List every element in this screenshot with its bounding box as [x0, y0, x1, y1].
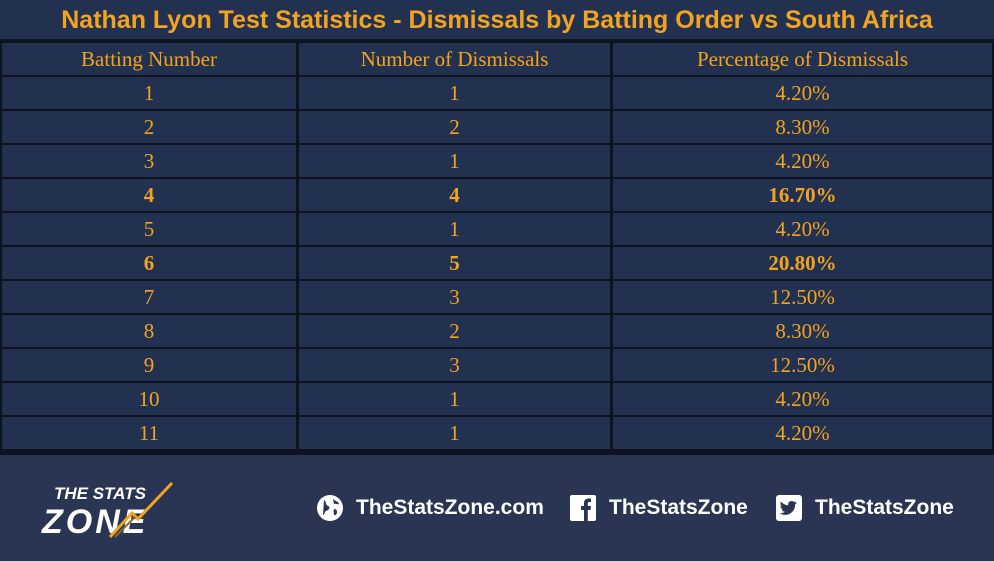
- cell-dismissals: 5: [299, 247, 610, 279]
- column-header-dismissals: Number of Dismissals: [299, 43, 610, 75]
- twitter-text: TheStatsZone: [815, 496, 954, 519]
- cell-percentage: 4.20%: [613, 145, 992, 177]
- table-row: 5 1 4.20%: [0, 213, 994, 245]
- cell-dismissals: 2: [299, 315, 610, 347]
- table-row: 6 5 20.80%: [0, 247, 994, 279]
- table-row: 4 4 16.70%: [0, 179, 994, 211]
- table-row: 2 2 8.30%: [0, 111, 994, 143]
- cell-dismissals: 3: [299, 349, 610, 381]
- table-row: 3 1 4.20%: [0, 145, 994, 177]
- website-link[interactable]: TheStatsZone.com: [316, 493, 544, 523]
- cell-dismissals: 2: [299, 111, 610, 143]
- cell-percentage: 20.80%: [613, 247, 992, 279]
- cell-batting-number: 7: [2, 281, 296, 313]
- column-header-percentage: Percentage of Dismissals: [613, 43, 992, 75]
- cell-dismissals: 1: [299, 77, 610, 109]
- header-row: Batting Number Number of Dismissals Percen…: [0, 43, 994, 75]
- chart-title: Nathan Lyon Test Statistics - Dismissals…: [0, 0, 994, 41]
- cell-batting-number: 11: [2, 417, 296, 449]
- table-row: 11 1 4.20%: [0, 417, 994, 449]
- cell-percentage: 16.70%: [613, 179, 992, 211]
- cell-percentage: 4.20%: [613, 213, 992, 245]
- cell-dismissals: 1: [299, 213, 610, 245]
- table-row: 8 2 8.30%: [0, 315, 994, 347]
- facebook-text: TheStatsZone: [609, 496, 748, 519]
- footer: THE STATS ZONE TheStatsZone.com TheStats…: [0, 455, 994, 561]
- logo-swoosh: [108, 481, 174, 539]
- website-text: TheStatsZone.com: [356, 496, 544, 519]
- cell-dismissals: 1: [299, 417, 610, 449]
- cell-percentage: 8.30%: [613, 315, 992, 347]
- twitter-icon: [776, 495, 802, 521]
- cell-percentage: 12.50%: [613, 349, 992, 381]
- column-header-batting-number: Batting Number: [2, 43, 296, 75]
- cell-batting-number: 5: [2, 213, 296, 245]
- cell-dismissals: 4: [299, 179, 610, 211]
- table-row: 9 3 12.50%: [0, 349, 994, 381]
- logo-text-bottom: ZONE: [41, 503, 148, 541]
- stats-table: Batting Number Number of Dismissals Percen…: [0, 41, 994, 455]
- stats-zone-logo: THE STATS ZONE: [41, 481, 174, 541]
- cell-batting-number: 4: [2, 179, 296, 211]
- cell-percentage: 8.30%: [613, 111, 992, 143]
- cell-batting-number: 2: [2, 111, 296, 143]
- cell-batting-number: 8: [2, 315, 296, 347]
- cell-dismissals: 3: [299, 281, 610, 313]
- facebook-link[interactable]: TheStatsZone: [569, 493, 748, 523]
- cell-dismissals: 1: [299, 383, 610, 415]
- table-row: 7 3 12.50%: [0, 281, 994, 313]
- cell-percentage: 12.50%: [613, 281, 992, 313]
- table-row: 10 1 4.20%: [0, 383, 994, 415]
- facebook-icon: [570, 495, 596, 521]
- globe-icon: [317, 495, 343, 521]
- twitter-link[interactable]: TheStatsZone: [775, 493, 954, 523]
- cell-dismissals: 1: [299, 145, 610, 177]
- cell-batting-number: 1: [2, 77, 296, 109]
- table-row: 1 1 4.20%: [0, 77, 994, 109]
- cell-batting-number: 10: [2, 383, 296, 415]
- cell-percentage: 4.20%: [613, 77, 992, 109]
- cell-batting-number: 9: [2, 349, 296, 381]
- cell-batting-number: 3: [2, 145, 296, 177]
- logo-text-top: THE STATS: [54, 484, 147, 503]
- cell-percentage: 4.20%: [613, 383, 992, 415]
- cell-percentage: 4.20%: [613, 417, 992, 449]
- cell-batting-number: 6: [2, 247, 296, 279]
